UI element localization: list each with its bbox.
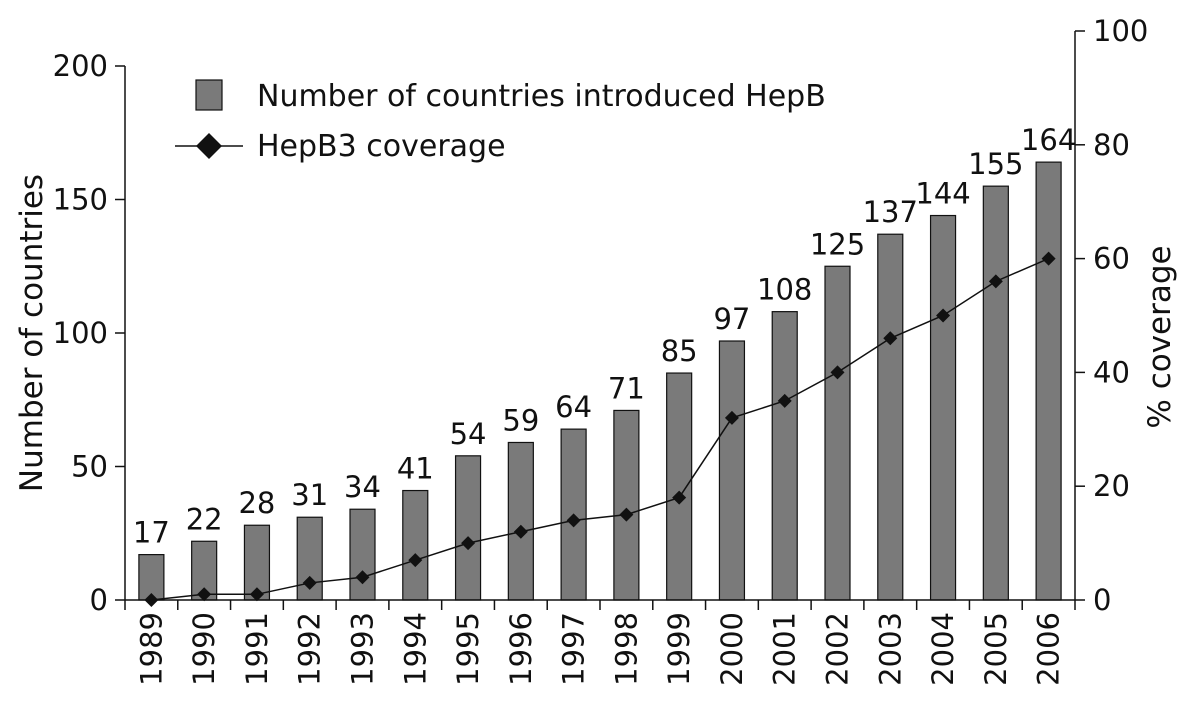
bar-value-label-2005: 155 [968, 147, 1023, 181]
bar-series [138, 161, 1062, 601]
x-tick-label-1993: 1993 [346, 612, 380, 686]
coverage-point-1994 [408, 553, 423, 568]
bar-value-label-1994: 41 [397, 452, 434, 486]
bar-1993 [349, 508, 376, 601]
right-tick-label-80: 80 [1093, 128, 1130, 162]
coverage-point-1995 [461, 536, 476, 551]
coverage-point-1998 [619, 507, 634, 522]
x-tick-label-1998: 1998 [609, 612, 643, 686]
bar-value-label-1990: 22 [186, 502, 223, 536]
bar-2004 [929, 214, 957, 601]
legend-line-label: HepB3 coverage [257, 129, 506, 164]
legend: Number of countries introduced HepB HepB… [175, 79, 826, 164]
bar-2005 [982, 185, 1009, 601]
bar-value-label-1992: 31 [291, 478, 328, 512]
bar-1995 [454, 455, 482, 601]
left-tick-label-100: 100 [53, 316, 108, 350]
bar-value-label-2002: 125 [810, 227, 865, 261]
x-tick-label-1999: 1999 [662, 612, 696, 686]
right-tick-label-0: 0 [1093, 583, 1111, 617]
bar-1996 [507, 441, 534, 601]
bar-2003 [877, 233, 904, 601]
x-tick-label-1996: 1996 [504, 612, 538, 686]
x-tick-label-2005: 2005 [979, 612, 1013, 686]
bar-value-label-1995: 54 [450, 417, 487, 451]
x-tick-label-1995: 1995 [451, 612, 485, 686]
coverage-point-2005 [988, 274, 1003, 289]
coverage-point-1999 [672, 490, 687, 505]
left-tick-label-200: 200 [53, 49, 108, 83]
bar-1999 [666, 372, 693, 601]
x-tick-label-1991: 1991 [240, 612, 274, 686]
right-axis-title: % coverage [1142, 245, 1178, 428]
bar-value-label-1991: 28 [238, 486, 275, 520]
left-tick-label-150: 150 [53, 183, 108, 217]
bar-1998 [613, 409, 640, 601]
coverage-point-1997 [566, 513, 581, 528]
x-tick-label-1997: 1997 [557, 612, 591, 686]
coverage-point-2003 [883, 331, 898, 346]
bar-value-label-1996: 59 [502, 403, 539, 437]
x-tick-label-1994: 1994 [398, 612, 432, 686]
coverage-point-1990 [197, 587, 212, 602]
bar-value-label-2001: 108 [757, 273, 812, 307]
x-tick-label-2004: 2004 [926, 612, 960, 686]
coverage-point-2002 [830, 365, 845, 380]
bar-value-label-2004: 144 [915, 177, 970, 211]
left-tick-label-0: 0 [90, 583, 108, 617]
bar-value-label-1989: 17 [133, 516, 170, 550]
legend-diamond-marker [196, 133, 222, 159]
coverage-point-2004 [936, 308, 951, 323]
bar-2006 [1035, 161, 1062, 601]
coverage-line [151, 257, 1049, 601]
bar-value-label-2003: 137 [863, 195, 918, 229]
coverage-point-1991 [249, 587, 264, 602]
bar-value-label-1997: 64 [555, 390, 592, 424]
bar-1989 [138, 554, 165, 601]
bar-2000 [718, 340, 746, 601]
x-tick-label-2000: 2000 [715, 612, 749, 686]
x-tick-label-1990: 1990 [187, 612, 221, 686]
bar-value-label-1993: 34 [344, 470, 381, 504]
legend-bar-swatch [195, 79, 223, 111]
left-axis-title: Number of countries [14, 174, 50, 492]
x-tick-label-1992: 1992 [293, 612, 327, 686]
bar-2001 [771, 311, 798, 601]
x-tick-label-2001: 2001 [768, 612, 802, 686]
x-tick-label-2006: 2006 [1032, 612, 1066, 686]
right-tick-label-60: 60 [1093, 242, 1130, 276]
right-tick-label-20: 20 [1093, 469, 1130, 503]
coverage-line-series [144, 251, 1056, 607]
bar-value-label-1999: 85 [661, 334, 698, 368]
bar-value-label-2006: 164 [1021, 123, 1076, 157]
right-tick-label-100: 100 [1093, 14, 1148, 48]
right-tick-label-40: 40 [1093, 355, 1130, 389]
coverage-point-2000 [724, 410, 739, 425]
bar-1994 [402, 489, 429, 601]
coverage-point-2001 [777, 393, 792, 408]
x-tick-label-1989: 1989 [134, 612, 168, 686]
legend-bar-label: Number of countries introduced HepB [257, 79, 826, 114]
x-tick-label-2002: 2002 [821, 612, 855, 686]
coverage-point-2006 [1041, 251, 1056, 266]
left-tick-label-50: 50 [71, 450, 108, 484]
coverage-point-1996 [513, 524, 528, 539]
bar-2002 [824, 265, 851, 601]
bar-value-label-2000: 97 [713, 302, 750, 336]
x-tick-label-2003: 2003 [873, 612, 907, 686]
coverage-point-1993 [355, 570, 370, 585]
coverage-point-1992 [302, 575, 317, 590]
bar-value-label-1998: 71 [608, 371, 645, 405]
